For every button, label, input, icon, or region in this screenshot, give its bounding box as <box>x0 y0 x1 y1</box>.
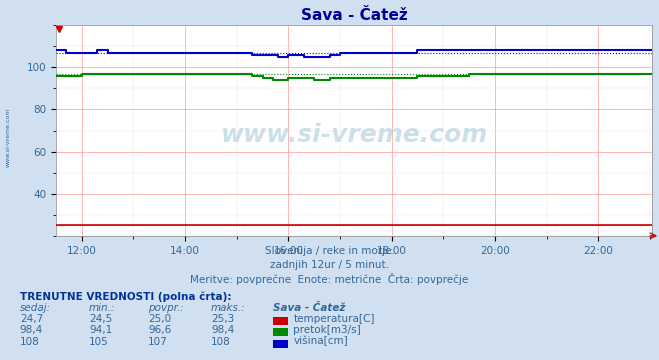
Text: višina[cm]: višina[cm] <box>293 336 348 347</box>
Text: Sava - Čatež: Sava - Čatež <box>273 303 346 314</box>
Text: 96,6: 96,6 <box>148 325 171 335</box>
Text: Meritve: povprečne  Enote: metrične  Črta: povprečje: Meritve: povprečne Enote: metrične Črta:… <box>190 273 469 285</box>
Text: maks.:: maks.: <box>211 303 246 314</box>
Text: 108: 108 <box>20 337 40 347</box>
Text: 94,1: 94,1 <box>89 325 112 335</box>
Text: 107: 107 <box>148 337 168 347</box>
Text: 24,5: 24,5 <box>89 314 112 324</box>
Text: TRENUTNE VREDNOSTI (polna črta):: TRENUTNE VREDNOSTI (polna črta): <box>20 291 231 302</box>
Text: pretok[m3/s]: pretok[m3/s] <box>293 325 361 335</box>
Title: Sava - Čatež: Sava - Čatež <box>301 8 407 23</box>
Text: Slovenija / reke in morje.: Slovenija / reke in morje. <box>264 246 395 256</box>
Text: 108: 108 <box>211 337 231 347</box>
Text: 25,3: 25,3 <box>211 314 234 324</box>
Text: 98,4: 98,4 <box>20 325 43 335</box>
Text: www.si-vreme.com: www.si-vreme.com <box>221 123 488 147</box>
Text: min.:: min.: <box>89 303 115 314</box>
Text: temperatura[C]: temperatura[C] <box>293 314 375 324</box>
Text: www.si-vreme.com: www.si-vreme.com <box>6 107 11 167</box>
Text: 105: 105 <box>89 337 109 347</box>
Text: 24,7: 24,7 <box>20 314 43 324</box>
Text: 98,4: 98,4 <box>211 325 234 335</box>
Text: zadnjih 12ur / 5 minut.: zadnjih 12ur / 5 minut. <box>270 260 389 270</box>
Text: povpr.:: povpr.: <box>148 303 184 314</box>
Text: 25,0: 25,0 <box>148 314 171 324</box>
Text: sedaj:: sedaj: <box>20 303 51 314</box>
